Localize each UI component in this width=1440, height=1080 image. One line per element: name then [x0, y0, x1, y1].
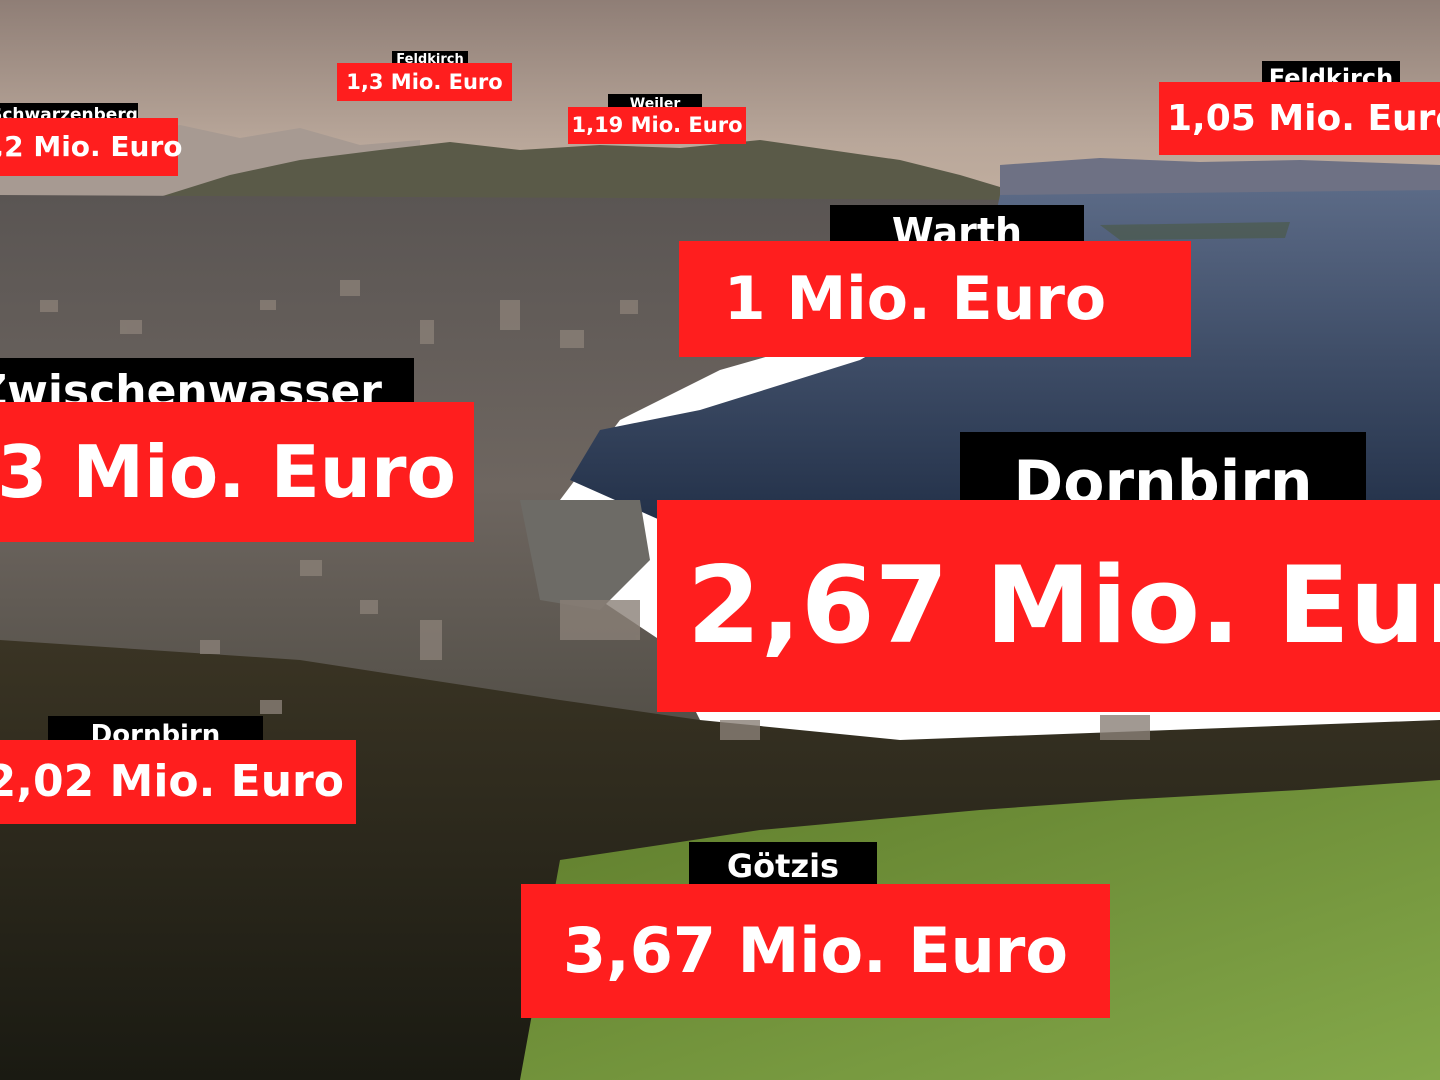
- price-value: 2,67 Mio. Euro: [657, 500, 1440, 712]
- price-value: 1,3 Mio. Euro: [337, 63, 512, 101]
- price-value: 2,02 Mio. Euro: [0, 740, 356, 824]
- price-value: 1,19 Mio. Euro: [568, 107, 746, 144]
- price-value: 1 Mio. Euro: [679, 241, 1191, 357]
- price-value: 1,05 Mio. Euro: [1159, 82, 1440, 155]
- price-value: 3,67 Mio. Euro: [521, 884, 1110, 1018]
- price-value: 3 Mio. Euro: [0, 402, 474, 542]
- price-value: 1,2 Mio. Euro: [0, 118, 183, 176]
- town-name: Götzis: [689, 842, 877, 890]
